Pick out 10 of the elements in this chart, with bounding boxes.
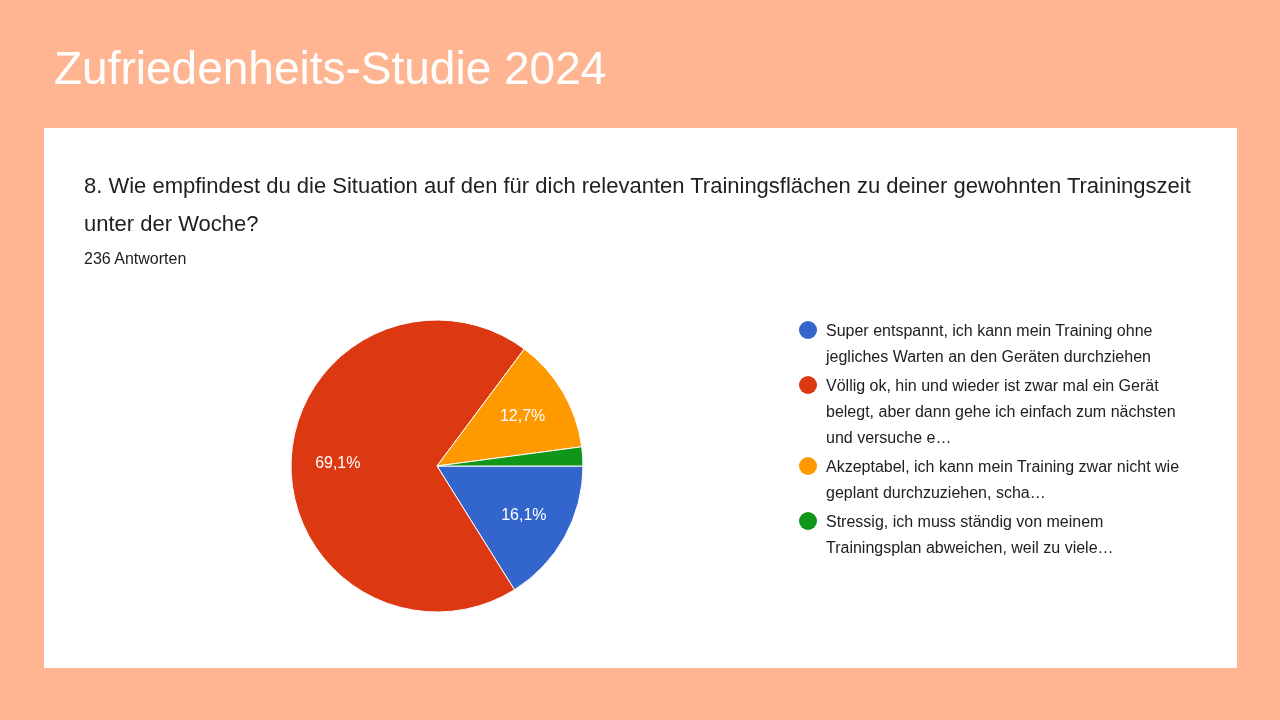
chart-subtitle: 8. Wie empfindest du die Situation auf den für dich relevanten Trainingsflächen zu deiner gewohnten Trainingszeit unter der Woche?: [84, 173, 1191, 236]
data-label: 12,7%: [499, 407, 546, 425]
legend-label: Super entspannt, ich kann mein Training ohne jegliches Warten an den Geräten durchziehen: [825, 322, 1153, 365]
data-label: 69,1%: [315, 453, 361, 471]
chart-title: Zufriedenheits-Studie 2024: [54, 42, 607, 94]
legend-label: Stressig, ich muss ständig von meinem Trainingsplan abweichen, weil zu viele…: [826, 513, 1114, 556]
text: 236 Antworten: [84, 250, 187, 267]
data-label: 16,1%: [501, 505, 547, 523]
legend-label: Akzeptabel, ich kann mein Training zwar nicht wie geplant durchzuziehen, scha…: [826, 458, 1180, 501]
legend-label: Völlig ok, hin und wieder ist zwar mal ein Gerät belegt, aber dann gehe ich einfach zum nächsten und versuche e…: [826, 377, 1176, 446]
